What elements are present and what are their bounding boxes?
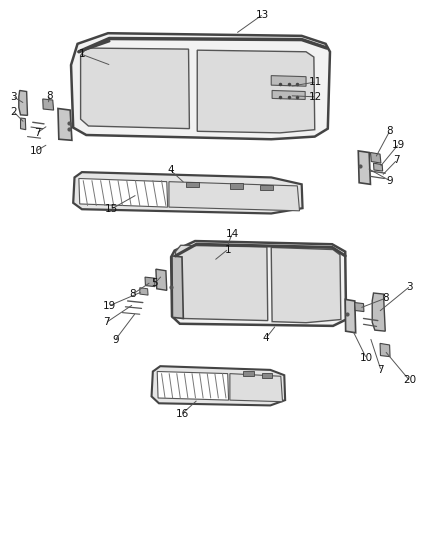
Text: 19: 19: [102, 301, 116, 311]
Polygon shape: [358, 151, 371, 184]
Polygon shape: [58, 109, 72, 140]
Text: 20: 20: [403, 375, 416, 385]
Text: 14: 14: [226, 229, 239, 239]
Polygon shape: [230, 374, 283, 402]
Text: 19: 19: [392, 140, 405, 150]
Polygon shape: [271, 76, 306, 86]
Polygon shape: [43, 99, 53, 110]
Polygon shape: [71, 33, 330, 139]
Polygon shape: [152, 366, 285, 406]
Polygon shape: [355, 303, 364, 312]
Text: 8: 8: [382, 293, 389, 303]
Text: 4: 4: [167, 165, 173, 175]
Text: 16: 16: [175, 409, 189, 419]
Text: 3: 3: [10, 92, 17, 102]
Polygon shape: [73, 172, 303, 214]
Polygon shape: [172, 256, 184, 318]
Text: 12: 12: [309, 92, 322, 102]
Text: 2: 2: [10, 107, 17, 117]
Text: 10: 10: [360, 353, 373, 362]
Polygon shape: [260, 185, 273, 190]
Text: 4: 4: [263, 333, 269, 343]
Polygon shape: [197, 50, 315, 133]
Polygon shape: [157, 372, 229, 400]
Text: 13: 13: [256, 10, 269, 20]
Polygon shape: [345, 300, 356, 333]
Text: 8: 8: [46, 91, 53, 101]
Polygon shape: [374, 163, 383, 171]
Polygon shape: [186, 182, 199, 187]
Text: 3: 3: [406, 281, 413, 292]
Polygon shape: [21, 118, 26, 130]
Text: 1: 1: [224, 245, 231, 255]
Polygon shape: [19, 91, 28, 115]
Polygon shape: [156, 269, 167, 290]
Polygon shape: [244, 372, 254, 376]
Polygon shape: [371, 152, 381, 163]
Polygon shape: [176, 245, 268, 320]
Polygon shape: [140, 288, 148, 295]
Text: 7: 7: [378, 365, 384, 375]
Text: 1: 1: [78, 50, 85, 59]
Polygon shape: [261, 373, 272, 378]
Polygon shape: [169, 182, 300, 211]
Polygon shape: [81, 48, 189, 128]
Text: 7: 7: [393, 156, 400, 165]
Polygon shape: [372, 293, 385, 331]
Text: 5: 5: [151, 278, 158, 288]
Polygon shape: [171, 241, 346, 326]
Polygon shape: [230, 183, 243, 189]
Polygon shape: [79, 179, 168, 207]
Text: 7: 7: [34, 128, 40, 138]
Text: 15: 15: [104, 204, 118, 214]
Polygon shape: [380, 343, 390, 357]
Text: 8: 8: [386, 126, 393, 136]
Polygon shape: [271, 247, 341, 322]
Text: 9: 9: [112, 335, 119, 345]
Text: 9: 9: [386, 175, 393, 185]
Text: 11: 11: [309, 77, 322, 87]
Text: 8: 8: [130, 289, 136, 299]
Text: 10: 10: [30, 146, 43, 156]
Text: 7: 7: [103, 317, 110, 327]
Polygon shape: [272, 91, 305, 100]
Polygon shape: [145, 277, 155, 287]
